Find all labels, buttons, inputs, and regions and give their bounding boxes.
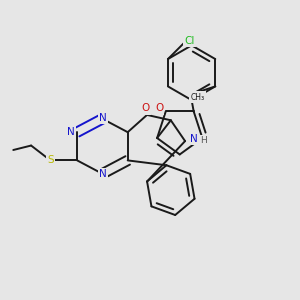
Text: O: O bbox=[141, 103, 150, 113]
Text: N: N bbox=[99, 113, 106, 123]
Text: S: S bbox=[47, 155, 54, 165]
Text: Cl: Cl bbox=[184, 36, 195, 46]
Text: O: O bbox=[155, 103, 163, 113]
Text: N: N bbox=[68, 127, 75, 136]
Text: N: N bbox=[190, 134, 198, 144]
Text: H: H bbox=[200, 136, 207, 145]
Text: N: N bbox=[99, 169, 106, 179]
Text: CH₃: CH₃ bbox=[190, 93, 205, 102]
